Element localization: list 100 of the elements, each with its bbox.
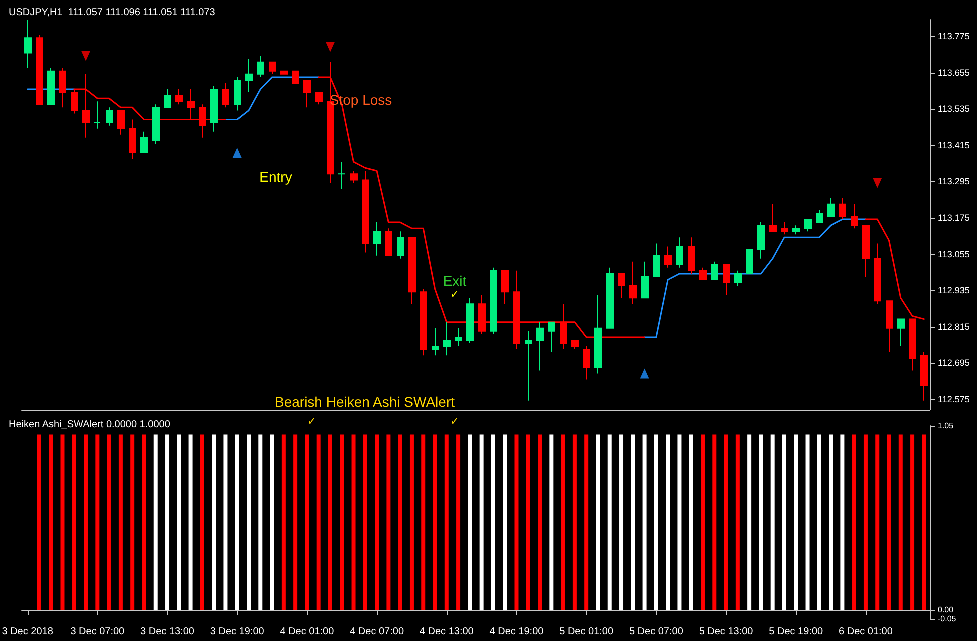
y-tick-label: 113.775 (938, 32, 970, 42)
candlestick (641, 261, 649, 299)
candlestick (187, 89, 195, 120)
y-tick-label: 112.695 (938, 358, 970, 368)
candlestick (734, 270, 742, 287)
y-tick-label: 113.415 (938, 140, 970, 150)
point (82, 51, 91, 62)
candlestick (350, 170, 358, 184)
point (326, 42, 335, 52)
candlestick (548, 322, 555, 354)
candlestick (769, 204, 777, 232)
candlestick (839, 198, 846, 220)
y-tick-label: 113.055 (938, 249, 970, 260)
y-tick-label: -0.05 (938, 614, 957, 624)
candlestick (106, 107, 113, 126)
candlestick (59, 68, 66, 108)
candlestick (140, 131, 148, 154)
candlestick (280, 70, 288, 75)
candlestick (664, 246, 672, 268)
y-tick-label: 112.575 (938, 394, 970, 404)
candlestick (501, 270, 509, 305)
candlestick (466, 298, 474, 344)
candlestick (792, 225, 800, 236)
candlestick (164, 89, 171, 108)
candlestick (36, 34, 43, 106)
candlestick (851, 204, 858, 230)
candlestick (373, 222, 381, 256)
annotation: ✓ (450, 289, 460, 301)
x-tick-label: 5 Dec 13:00 (699, 626, 754, 638)
candlestick (257, 56, 264, 78)
candlestick (152, 104, 160, 144)
annotation: Bearish Heiken Ashi SWAlert (275, 394, 456, 410)
annotation: ✓ (450, 416, 460, 428)
x-tick-label: 4 Dec 13:00 (420, 626, 474, 638)
candlestick (420, 288, 427, 356)
candlestick (618, 273, 625, 299)
candlestick (315, 92, 323, 106)
candlestick (234, 76, 241, 112)
candlestick (245, 58, 253, 94)
x-tick-label: 3 Dec 07:00 (70, 626, 126, 638)
candlestick (432, 328, 439, 356)
candlestick (629, 261, 637, 305)
x-tick-label: 4 Dec 01:00 (280, 626, 335, 638)
point (640, 368, 650, 379)
x-tick-label: 3 Dec 2018 (2, 626, 54, 638)
point (873, 178, 882, 188)
candlestick (443, 322, 451, 356)
y-tick-label: 112.815 (938, 322, 970, 332)
candlestick (455, 328, 462, 348)
candlestick (199, 104, 206, 138)
candlestick (397, 231, 404, 260)
candlestick (408, 237, 416, 305)
y-tick-label: 112.935 (938, 286, 970, 296)
chart-title: Heiken Ashi_SWAlert 0.0000 1.0000 (9, 420, 171, 430)
candlestick (688, 237, 695, 274)
y-tick-label: 113.535 (938, 104, 970, 114)
candlestick (338, 162, 346, 190)
y-tick-label: 113.655 (938, 68, 970, 78)
candlestick (886, 300, 893, 354)
y-tick-label: 113.295 (938, 176, 970, 187)
candlestick (490, 267, 497, 335)
candlestick (303, 80, 311, 108)
x-tick-label: 5 Dec 19:00 (769, 626, 824, 638)
x-tick-label: 5 Dec 01:00 (560, 626, 614, 638)
x-tick-label: 4 Dec 19:00 (490, 626, 544, 638)
y-tick-label: 0.00 (938, 606, 954, 615)
x-tick-label: 6 Dec 01:00 (839, 626, 894, 638)
candlestick (781, 222, 788, 236)
candlestick (653, 243, 660, 278)
candlestick (862, 225, 870, 278)
candlestick (385, 228, 392, 256)
candlestick (804, 219, 812, 232)
x-tick-label: 5 Dec 07:00 (629, 626, 684, 638)
candlestick (897, 318, 905, 348)
candlestick (606, 267, 614, 329)
candlestick (478, 294, 486, 335)
candlestick (723, 264, 730, 296)
candlestick (746, 249, 753, 274)
annotation: Entry (260, 169, 292, 185)
candlestick (94, 101, 101, 130)
candlestick (594, 294, 602, 374)
candlestick (117, 110, 125, 136)
point (232, 148, 242, 158)
candlestick (269, 62, 276, 75)
candlestick (583, 346, 590, 380)
candlestick (47, 68, 55, 106)
candlestick (874, 243, 881, 305)
x-tick-label: 3 Dec 19:00 (210, 626, 265, 638)
annotation: ✓ (307, 416, 317, 428)
candlestick (175, 89, 183, 106)
candlestick (24, 20, 32, 69)
candlestick (222, 82, 229, 108)
chart-title: USDJPY,H1 111.057 111.096 111.051 111.073 (9, 8, 216, 18)
candlestick (711, 261, 718, 280)
y-tick-label: 1.05 (938, 422, 954, 430)
candlestick (827, 198, 835, 218)
candlestick (757, 222, 765, 260)
candlestick (816, 210, 823, 224)
y-tick-label: 113.175 (938, 213, 970, 224)
candlestick (210, 86, 218, 132)
